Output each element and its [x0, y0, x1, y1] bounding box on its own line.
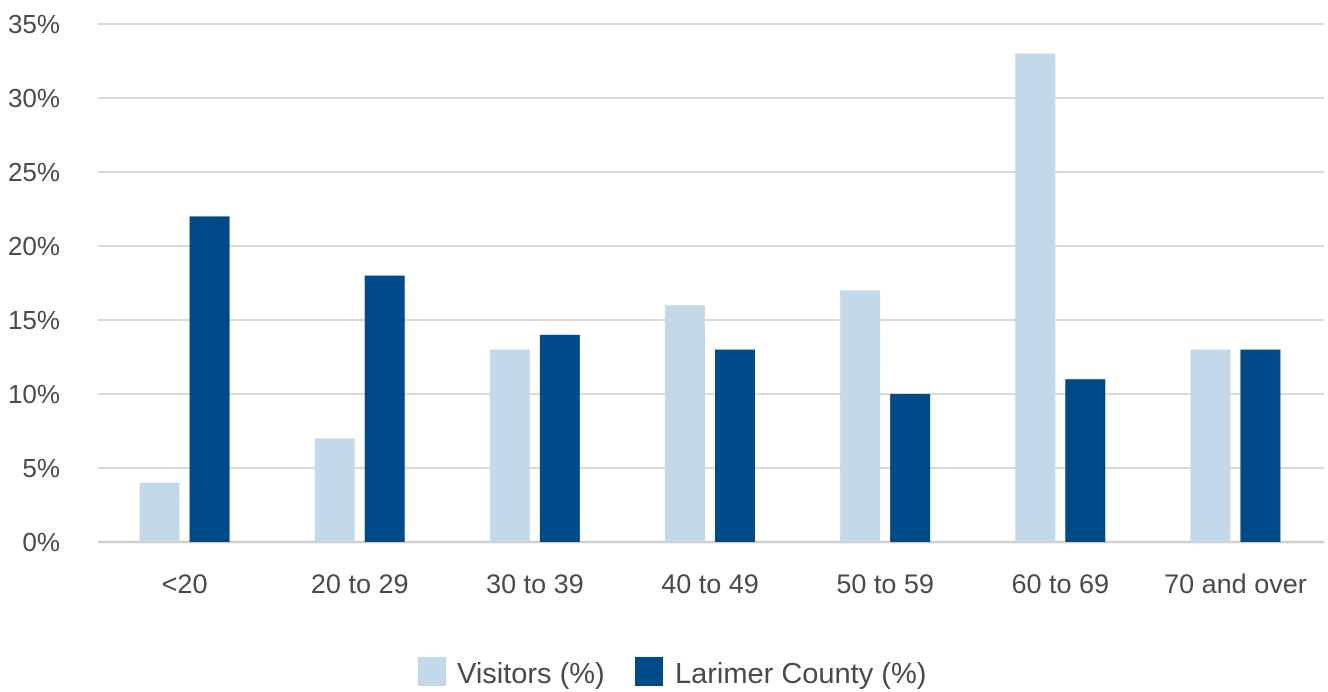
y-tick-label: 10% — [8, 379, 60, 409]
legend-label: Visitors (%) — [457, 658, 605, 690]
bar-larimer-county — [364, 275, 405, 542]
x-category-label: 20 to 29 — [311, 569, 409, 599]
y-tick-label: 15% — [8, 305, 60, 335]
y-tick-label: 25% — [8, 157, 60, 187]
bar-visitors — [665, 305, 705, 542]
x-category-label: 40 to 49 — [661, 569, 759, 599]
x-category-label: 60 to 69 — [1011, 569, 1109, 599]
gridlines — [98, 23, 1324, 544]
bars — [139, 53, 1281, 542]
x-category-label: <20 — [162, 569, 208, 599]
bar-larimer-county — [539, 334, 580, 542]
bar-larimer-county — [890, 394, 931, 542]
y-tick-label: 35% — [8, 9, 60, 39]
x-category-label: 50 to 59 — [836, 569, 934, 599]
bar-visitors — [840, 290, 881, 542]
y-tick-label: 5% — [22, 453, 60, 483]
bar-visitors — [1015, 53, 1056, 542]
legend-label: Larimer County (%) — [675, 658, 926, 690]
legend: Visitors (%) Larimer County (%) — [418, 657, 926, 690]
y-axis-tick-labels: 0% 5% 10% 15% 20% 25% 30% 35% — [8, 9, 60, 557]
legend-swatch — [418, 657, 446, 686]
y-tick-label: 20% — [8, 231, 60, 261]
x-category-label: 70 and over — [1164, 569, 1307, 599]
bar-visitors — [139, 482, 180, 542]
x-axis-category-labels: <20 20 to 29 30 to 39 40 to 49 50 to 59 60 to… — [162, 569, 1307, 599]
bar-visitors — [314, 438, 355, 542]
legend-swatch — [635, 657, 663, 686]
y-tick-label: 0% — [22, 527, 60, 557]
y-tick-label: 30% — [8, 83, 60, 113]
bar-larimer-county — [1065, 379, 1106, 542]
x-category-label: 30 to 39 — [486, 569, 584, 599]
bar-larimer-county — [1240, 349, 1281, 542]
bar-visitors — [1190, 349, 1231, 542]
bar-larimer-county — [189, 216, 230, 542]
bar-larimer-county — [715, 349, 755, 542]
bar-visitors — [489, 349, 530, 542]
